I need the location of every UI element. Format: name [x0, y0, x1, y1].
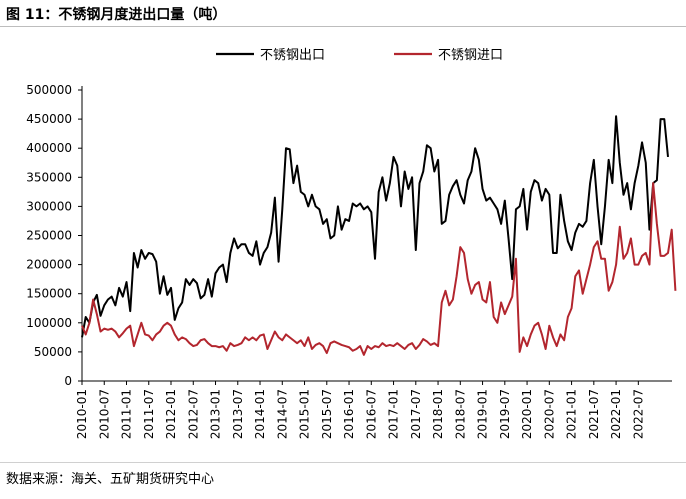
x-tick-label: 2022-07	[631, 389, 645, 439]
y-tick-label: 100000	[26, 316, 72, 330]
footer-divider	[0, 462, 686, 463]
x-tick-label: 2013-01	[209, 389, 223, 439]
x-tick-label: 2015-07	[320, 389, 334, 439]
x-tick-label: 2022-01	[609, 389, 623, 439]
x-tick-label: 2010-01	[75, 389, 89, 439]
x-tick-label: 2016-01	[342, 389, 356, 439]
x-tick-label: 2014-01	[253, 389, 267, 439]
x-tick-label: 2021-07	[587, 389, 601, 439]
figure-title: 图 11：不锈钢月度进出口量（吨）	[6, 7, 227, 23]
x-tick-label: 2013-07	[231, 389, 245, 439]
x-tick-label: 2018-01	[431, 389, 445, 439]
series-line-1	[81, 182, 677, 356]
series-layer	[81, 115, 677, 356]
y-tick-label: 50000	[34, 345, 72, 359]
line-chart: 不锈钢出口 不锈钢进口 0 50000 100000 150000 200000 25000…	[26, 48, 677, 439]
x-tick-label: 2012-01	[164, 389, 178, 439]
x-tick-label: 2020-07	[542, 389, 556, 439]
legend-item-0: 不锈钢出口	[216, 48, 325, 63]
x-tick-label: 2020-01	[520, 389, 534, 439]
y-tick-label: 250000	[26, 229, 72, 243]
x-tick-label: 2014-07	[275, 389, 289, 439]
x-tick-label: 2011-07	[142, 389, 156, 439]
title-divider	[0, 26, 686, 27]
y-tick-label: 400000	[26, 141, 72, 155]
legend: 不锈钢出口 不锈钢进口	[216, 48, 503, 63]
y-tick-label: 300000	[26, 199, 72, 213]
source-note: 数据来源：海关、五矿期货研究中心	[6, 472, 215, 487]
x-tick-label: 2018-07	[453, 389, 467, 439]
x-tick-label: 2019-07	[498, 389, 512, 439]
x-tick-label: 2016-07	[364, 389, 378, 439]
x-tick-label: 2010-07	[97, 389, 111, 439]
x-tick-label: 2015-01	[298, 389, 312, 439]
y-axis: 0 50000 100000 150000 200000 250000 300000 3500…	[26, 83, 83, 388]
legend-label: 不锈钢进口	[438, 48, 503, 63]
y-tick-label: 350000	[26, 170, 72, 184]
x-tick-label: 2021-01	[565, 389, 579, 439]
y-tick-label: 150000	[26, 287, 72, 301]
y-tick-label: 200000	[26, 258, 72, 272]
x-tick-label: 2012-07	[186, 389, 200, 439]
y-tick-label: 450000	[26, 112, 72, 126]
x-tick-label: 2017-01	[387, 389, 401, 439]
x-tick-label: 2017-07	[409, 389, 423, 439]
series-line-0	[81, 115, 669, 338]
x-axis: 2010-01 2010-07 2011-01 2011-07 2012-01 2012-…	[75, 380, 672, 439]
legend-label: 不锈钢出口	[260, 48, 325, 63]
x-tick-label: 2019-01	[476, 389, 490, 439]
y-tick-label: 0	[64, 374, 72, 388]
x-tick-label: 2011-01	[120, 389, 134, 439]
legend-item-1: 不锈钢进口	[394, 48, 503, 63]
y-tick-label: 500000	[26, 83, 72, 97]
